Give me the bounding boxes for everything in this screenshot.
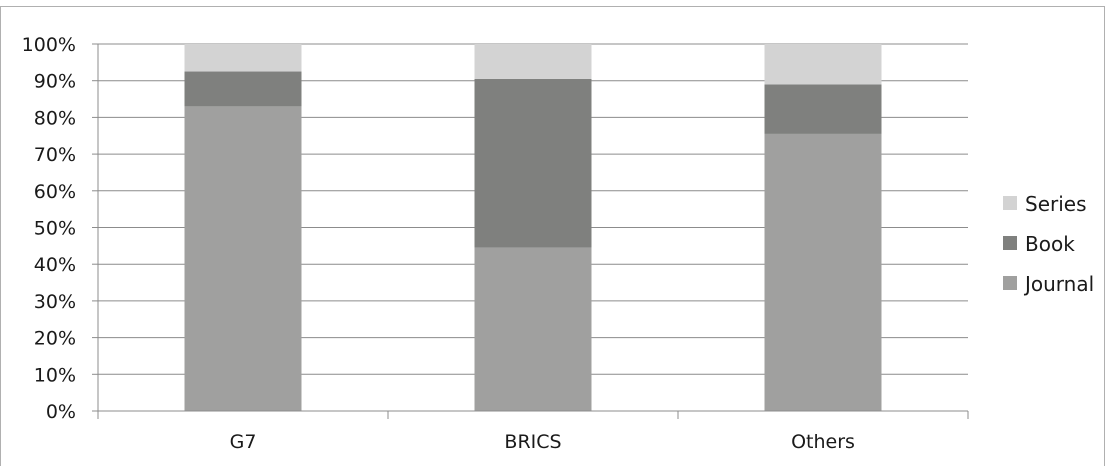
- chart-border: [0, 6, 1105, 470]
- x-tick-label: Others: [791, 431, 855, 453]
- bar-segment-journal-g7: [184, 106, 302, 411]
- legend-swatch: [1003, 196, 1017, 210]
- bar-segment-book-others: [764, 84, 882, 134]
- bar-segment-book-g7: [184, 71, 302, 107]
- x-tick-label: G7: [230, 431, 257, 453]
- axes: [92, 43, 969, 419]
- legend-item-book: Book: [1003, 232, 1075, 256]
- bar-segment-journal-others: [764, 133, 882, 412]
- bar-segment-journal-brics: [474, 247, 592, 411]
- legend-label: Series: [1025, 192, 1087, 216]
- y-tick-label: 10%: [34, 364, 76, 386]
- y-tick-label: 30%: [34, 291, 76, 313]
- y-tick-label: 70%: [34, 144, 76, 166]
- y-tick-label: 40%: [34, 254, 76, 276]
- y-tick-label: 100%: [22, 34, 76, 56]
- x-tick-labels: G7 BRICS Others: [230, 431, 855, 453]
- bars: [184, 44, 882, 412]
- y-tick-label: 50%: [34, 218, 76, 240]
- bar-segment-series-brics: [474, 44, 592, 79]
- bar-segment-series-g7: [184, 44, 302, 72]
- y-tick-label: 80%: [34, 107, 76, 129]
- legend-label: Journal: [1023, 272, 1094, 296]
- y-tick-label: 20%: [34, 328, 76, 350]
- y-tick-label: 0%: [46, 401, 76, 423]
- bar-segment-series-others: [764, 44, 882, 85]
- y-tick-label: 60%: [34, 181, 76, 203]
- y-tick-label: 90%: [34, 71, 76, 93]
- x-tick-label: BRICS: [504, 431, 561, 453]
- legend-swatch: [1003, 276, 1017, 290]
- bar-segment-book-brics: [474, 78, 592, 248]
- y-tick-labels: 0% 10% 20% 30% 40% 50% 60% 70% 80% 90% 100%: [22, 34, 76, 423]
- legend-swatch: [1003, 236, 1017, 250]
- legend-label: Book: [1025, 232, 1075, 256]
- legend: Series Book Journal: [1003, 192, 1094, 296]
- legend-item-journal: Journal: [1003, 272, 1094, 296]
- legend-item-series: Series: [1003, 192, 1087, 216]
